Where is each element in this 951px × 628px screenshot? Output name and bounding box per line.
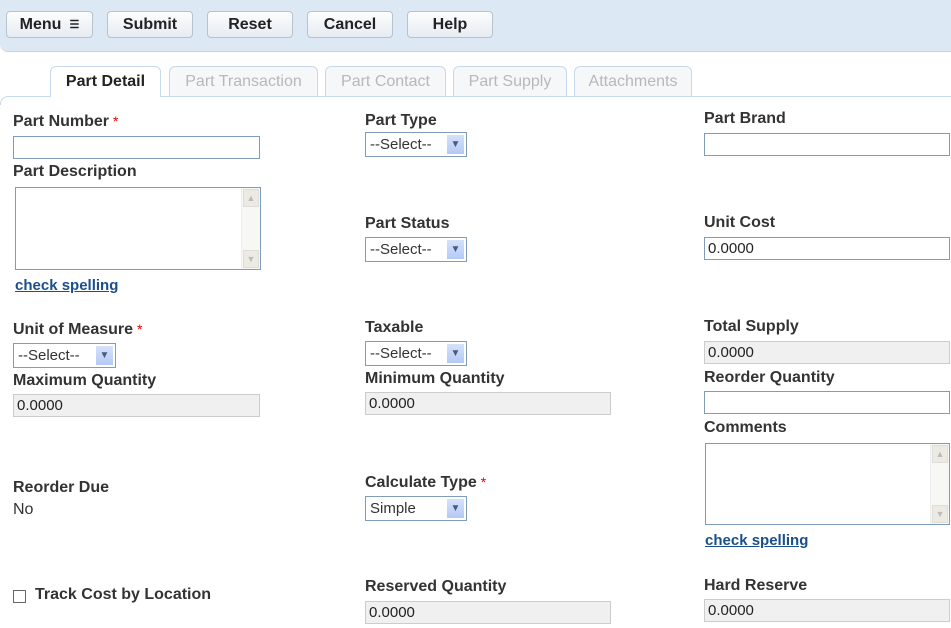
hard-reserve-label: Hard Reserve bbox=[704, 577, 808, 594]
hard-reserve-field: 0.0000 bbox=[704, 599, 950, 622]
part-description-label: Part Description bbox=[13, 163, 137, 180]
part-description-textarea[interactable]: ▲ ▼ bbox=[15, 187, 261, 270]
maximum-quantity-field: 0.0000 bbox=[13, 394, 260, 417]
cancel-button[interactable]: Cancel bbox=[307, 11, 393, 38]
reorder-due-value: No bbox=[13, 501, 34, 518]
tab-part-contact[interactable]: Part Contact bbox=[325, 66, 446, 96]
track-cost-checkbox[interactable] bbox=[13, 590, 26, 603]
comments-check-spelling-link[interactable]: check spelling bbox=[705, 532, 809, 549]
comments-label: Comments bbox=[704, 419, 787, 436]
chevron-down-icon: ▼ bbox=[96, 346, 113, 365]
menu-button[interactable]: Menu ☰ bbox=[6, 11, 93, 38]
select-value: --Select-- bbox=[370, 136, 432, 153]
scroll-down-icon[interactable]: ▼ bbox=[243, 250, 259, 268]
comments-textarea[interactable]: ▲ ▼ bbox=[705, 443, 950, 525]
scroll-up-icon[interactable]: ▲ bbox=[243, 189, 259, 207]
reserved-quantity-label: Reserved Quantity bbox=[365, 578, 507, 595]
part-brand-input[interactable] bbox=[704, 133, 950, 156]
chevron-down-icon: ▼ bbox=[447, 499, 464, 518]
part-number-input[interactable] bbox=[13, 136, 260, 159]
part-status-label: Part Status bbox=[365, 215, 450, 232]
part-brand-label: Part Brand bbox=[704, 110, 786, 127]
chevron-down-icon: ▼ bbox=[447, 135, 464, 154]
tab-part-detail[interactable]: Part Detail bbox=[50, 66, 161, 97]
reorder-quantity-input[interactable] bbox=[704, 391, 950, 414]
part-type-select[interactable]: --Select-- ▼ bbox=[365, 132, 467, 157]
track-cost-label: Track Cost by Location bbox=[35, 586, 212, 603]
tab-part-transaction[interactable]: Part Transaction bbox=[169, 66, 318, 96]
total-supply-label: Total Supply bbox=[704, 318, 799, 335]
select-value: --Select-- bbox=[18, 347, 80, 364]
unit-of-measure-label: Unit of Measure * bbox=[13, 321, 143, 338]
reorder-quantity-label: Reorder Quantity bbox=[704, 369, 835, 386]
select-value: Simple bbox=[370, 500, 416, 517]
unit-cost-input[interactable]: 0.0000 bbox=[704, 237, 950, 260]
scrollbar[interactable]: ▲ ▼ bbox=[241, 188, 260, 269]
unit-cost-label: Unit Cost bbox=[704, 214, 776, 231]
menu-label: Menu bbox=[19, 15, 62, 33]
tab-attachments[interactable]: Attachments bbox=[574, 66, 692, 96]
chevron-down-icon: ▼ bbox=[447, 240, 464, 259]
reset-button[interactable]: Reset bbox=[207, 11, 293, 38]
part-status-select[interactable]: --Select-- ▼ bbox=[365, 237, 467, 262]
menu-icon: ☰ bbox=[69, 19, 80, 31]
calculate-type-select[interactable]: Simple ▼ bbox=[365, 496, 467, 521]
taxable-select[interactable]: --Select-- ▼ bbox=[365, 341, 467, 366]
scrollbar[interactable]: ▲ ▼ bbox=[930, 444, 949, 524]
part-type-label: Part Type bbox=[365, 112, 437, 129]
maximum-quantity-label: Maximum Quantity bbox=[13, 372, 157, 389]
part-number-label: Part Number * bbox=[13, 113, 119, 130]
check-spelling-link[interactable]: check spelling bbox=[15, 277, 119, 294]
unit-of-measure-select[interactable]: --Select-- ▼ bbox=[13, 343, 116, 368]
taxable-label: Taxable bbox=[365, 319, 424, 336]
tab-panel bbox=[0, 96, 951, 105]
minimum-quantity-field: 0.0000 bbox=[365, 392, 611, 415]
submit-button[interactable]: Submit bbox=[107, 11, 193, 38]
total-supply-field: 0.0000 bbox=[704, 341, 950, 364]
chevron-down-icon: ▼ bbox=[447, 344, 464, 363]
scroll-down-icon[interactable]: ▼ bbox=[932, 505, 948, 523]
scroll-up-icon[interactable]: ▲ bbox=[932, 445, 948, 463]
select-value: --Select-- bbox=[370, 241, 432, 258]
tab-part-supply[interactable]: Part Supply bbox=[453, 66, 567, 96]
minimum-quantity-label: Minimum Quantity bbox=[365, 370, 505, 387]
reserved-quantity-field: 0.0000 bbox=[365, 601, 611, 624]
select-value: --Select-- bbox=[370, 345, 432, 362]
help-button[interactable]: Help bbox=[407, 11, 493, 38]
reorder-due-label: Reorder Due bbox=[13, 479, 110, 496]
calculate-type-label: Calculate Type * bbox=[365, 474, 487, 491]
toolbar: Menu ☰ Submit Reset Cancel Help bbox=[0, 0, 951, 52]
